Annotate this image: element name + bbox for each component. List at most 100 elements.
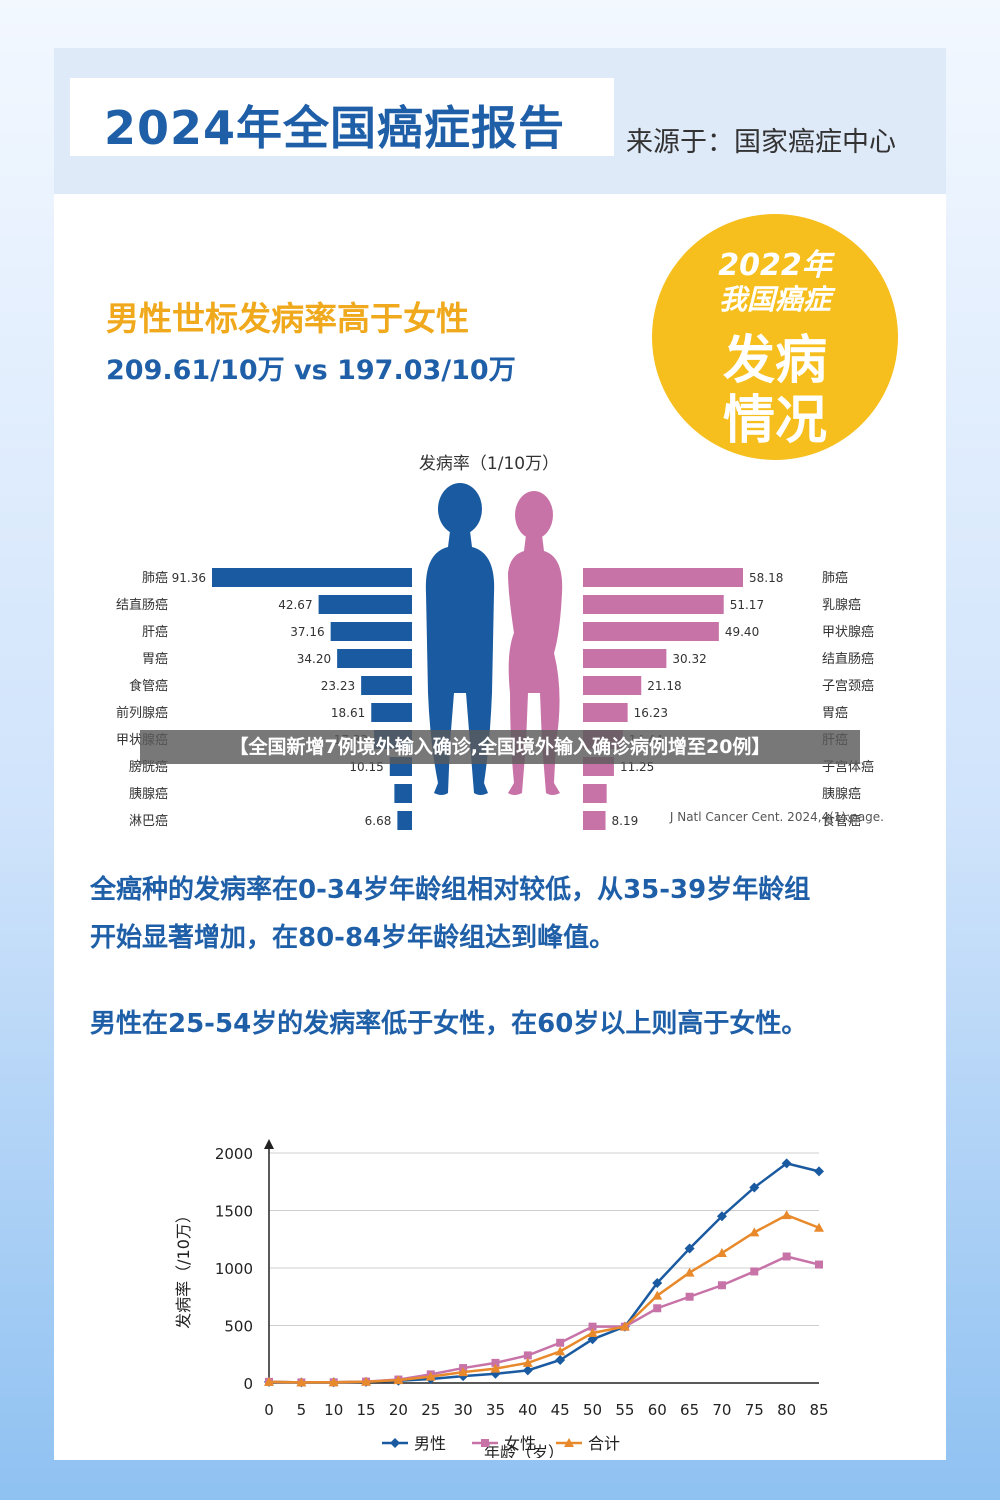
female-category-label: 食管癌 — [822, 813, 861, 829]
x-tick-label: 40 — [518, 1401, 537, 1419]
data-point — [587, 1327, 598, 1337]
male-category-label: 胰腺癌 — [129, 786, 168, 802]
data-point — [750, 1267, 759, 1276]
data-point — [491, 1358, 500, 1367]
y-axis-arrow — [264, 1139, 274, 1149]
badge-year: 2022年 — [718, 248, 832, 283]
data-point — [490, 1363, 501, 1373]
male-bar — [212, 568, 412, 587]
female-category-label: 胃癌 — [822, 705, 848, 721]
legend-marker — [564, 1438, 574, 1447]
data-point — [425, 1371, 436, 1381]
data-point — [264, 1376, 274, 1386]
x-axis-label: 年龄（岁） — [484, 1443, 564, 1458]
y-tick-label: 1000 — [215, 1260, 253, 1278]
legend-label: 女性 — [504, 1434, 536, 1453]
paragraph-line: 开始显著增加，在80-84岁年龄组达到峰值。 — [90, 923, 616, 953]
y-tick-label: 0 — [243, 1375, 253, 1393]
headline: 男性世标发病率高于女性 — [106, 299, 469, 338]
male-bar — [397, 811, 412, 830]
paragraph-age-trend: 全癌种的发病率在0-34岁年龄组相对较低，从35-39岁年龄组 开始显著增加，在… — [90, 866, 920, 962]
series-line-合计 — [268, 1213, 820, 1384]
female-category-label: 乳腺癌 — [822, 597, 861, 613]
male-bar — [394, 784, 412, 803]
female-bar — [583, 595, 724, 614]
data-point — [684, 1243, 695, 1254]
x-tick-label: 15 — [357, 1401, 376, 1419]
female-value-label: 58.18 — [749, 571, 783, 585]
female-value-label: 8.19 — [612, 814, 639, 828]
male-bars: 肺癌 91.36 结直肠癌 42.67 肝癌 37.16 胃癌 34.20 食管癌 23.23 前列… — [116, 568, 412, 830]
male-category-label: 肝癌 — [142, 624, 168, 640]
header-band: 2024年全国癌症报告 来源于：国家癌症中心 — [54, 48, 946, 194]
male-value-label: 6.68 — [365, 814, 392, 828]
y-tick-label: 2000 — [215, 1145, 253, 1163]
data-point — [814, 1166, 824, 1177]
female-category-label: 肺癌 — [822, 570, 848, 586]
male-value-label: 37.16 — [290, 625, 324, 639]
x-tick-label: 25 — [421, 1401, 440, 1419]
data-point — [653, 1304, 662, 1313]
badge-main-2: 情况 — [722, 391, 827, 451]
data-point — [717, 1281, 726, 1290]
legend-label: 合计 — [588, 1434, 620, 1453]
male-bar — [330, 622, 412, 641]
data-point — [685, 1292, 694, 1301]
data-point — [458, 1367, 469, 1377]
data-point — [555, 1346, 566, 1356]
male-value-label: 42.67 — [278, 598, 312, 612]
data-point — [781, 1158, 792, 1169]
data-point — [749, 1227, 760, 1237]
data-point — [458, 1371, 469, 1382]
x-tick-label: 20 — [389, 1401, 408, 1419]
data-point — [652, 1277, 663, 1288]
female-bar — [583, 676, 642, 695]
male-bar — [361, 676, 412, 695]
female-bar — [583, 784, 607, 803]
data-point — [749, 1182, 760, 1193]
source-label: 来源于：国家癌症中心 — [626, 127, 896, 158]
x-tick-label: 85 — [809, 1401, 828, 1419]
x-tick-label: 0 — [264, 1401, 274, 1419]
data-point — [522, 1357, 533, 1367]
male-category-label: 胃癌 — [142, 651, 168, 667]
data-point — [781, 1210, 792, 1220]
data-point — [522, 1365, 533, 1376]
female-bar — [583, 649, 667, 668]
data-point — [361, 1376, 372, 1386]
data-point — [296, 1377, 307, 1387]
x-tick-label: 45 — [551, 1401, 570, 1419]
male-category-label: 肺癌 — [142, 570, 168, 586]
data-point — [588, 1322, 597, 1331]
male-category-label: 结直肠癌 — [116, 597, 168, 613]
x-tick-label: 30 — [454, 1401, 473, 1419]
data-point — [523, 1351, 532, 1360]
incidence-comparison: 209.61/10万 vs 197.03/10万 — [106, 355, 516, 386]
data-point — [619, 1321, 630, 1331]
y-axis-label: 发病率（/10万） — [174, 1207, 193, 1329]
male-value-label: 23.23 — [321, 679, 355, 693]
male-bar — [337, 649, 412, 668]
legend-label: 男性 — [414, 1434, 446, 1453]
data-point — [393, 1375, 404, 1385]
x-tick-label: 75 — [745, 1401, 764, 1419]
female-bar — [583, 568, 743, 587]
male-value-label: 91.36 — [172, 571, 206, 585]
x-tick-label: 65 — [680, 1401, 699, 1419]
data-point — [556, 1338, 565, 1347]
female-value-label: 51.17 — [730, 598, 764, 612]
data-point — [555, 1355, 566, 1365]
title-box — [70, 78, 614, 156]
x-tick-label: 60 — [648, 1401, 667, 1419]
badge-main-1: 发病 — [722, 331, 827, 391]
male-bar — [318, 595, 412, 614]
page-title: 2024年全国癌症报告 — [104, 101, 566, 155]
data-point — [716, 1248, 727, 1258]
x-tick-label: 5 — [297, 1401, 307, 1419]
male-value-label: 18.61 — [331, 706, 365, 720]
x-tick-label: 55 — [615, 1401, 634, 1419]
x-tick-label: 10 — [324, 1401, 343, 1419]
y-tick-label: 1500 — [215, 1203, 253, 1221]
data-point — [684, 1267, 695, 1277]
female-value-label: 49.40 — [725, 625, 759, 639]
